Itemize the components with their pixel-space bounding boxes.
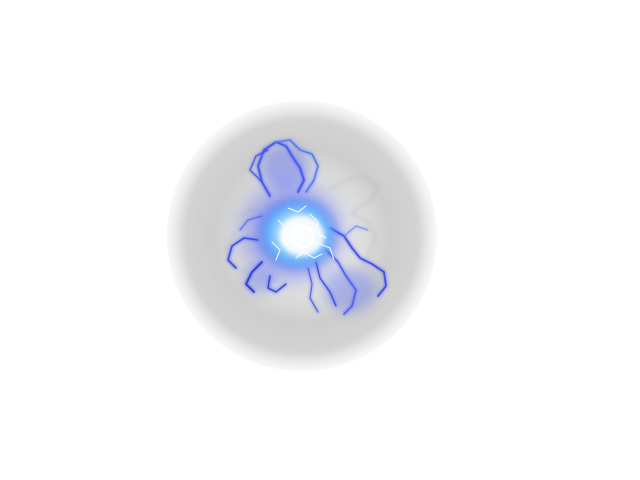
lightning-tendrils bbox=[227, 139, 387, 315]
core-arcs bbox=[271, 205, 335, 261]
plasma-core bbox=[254, 194, 342, 274]
